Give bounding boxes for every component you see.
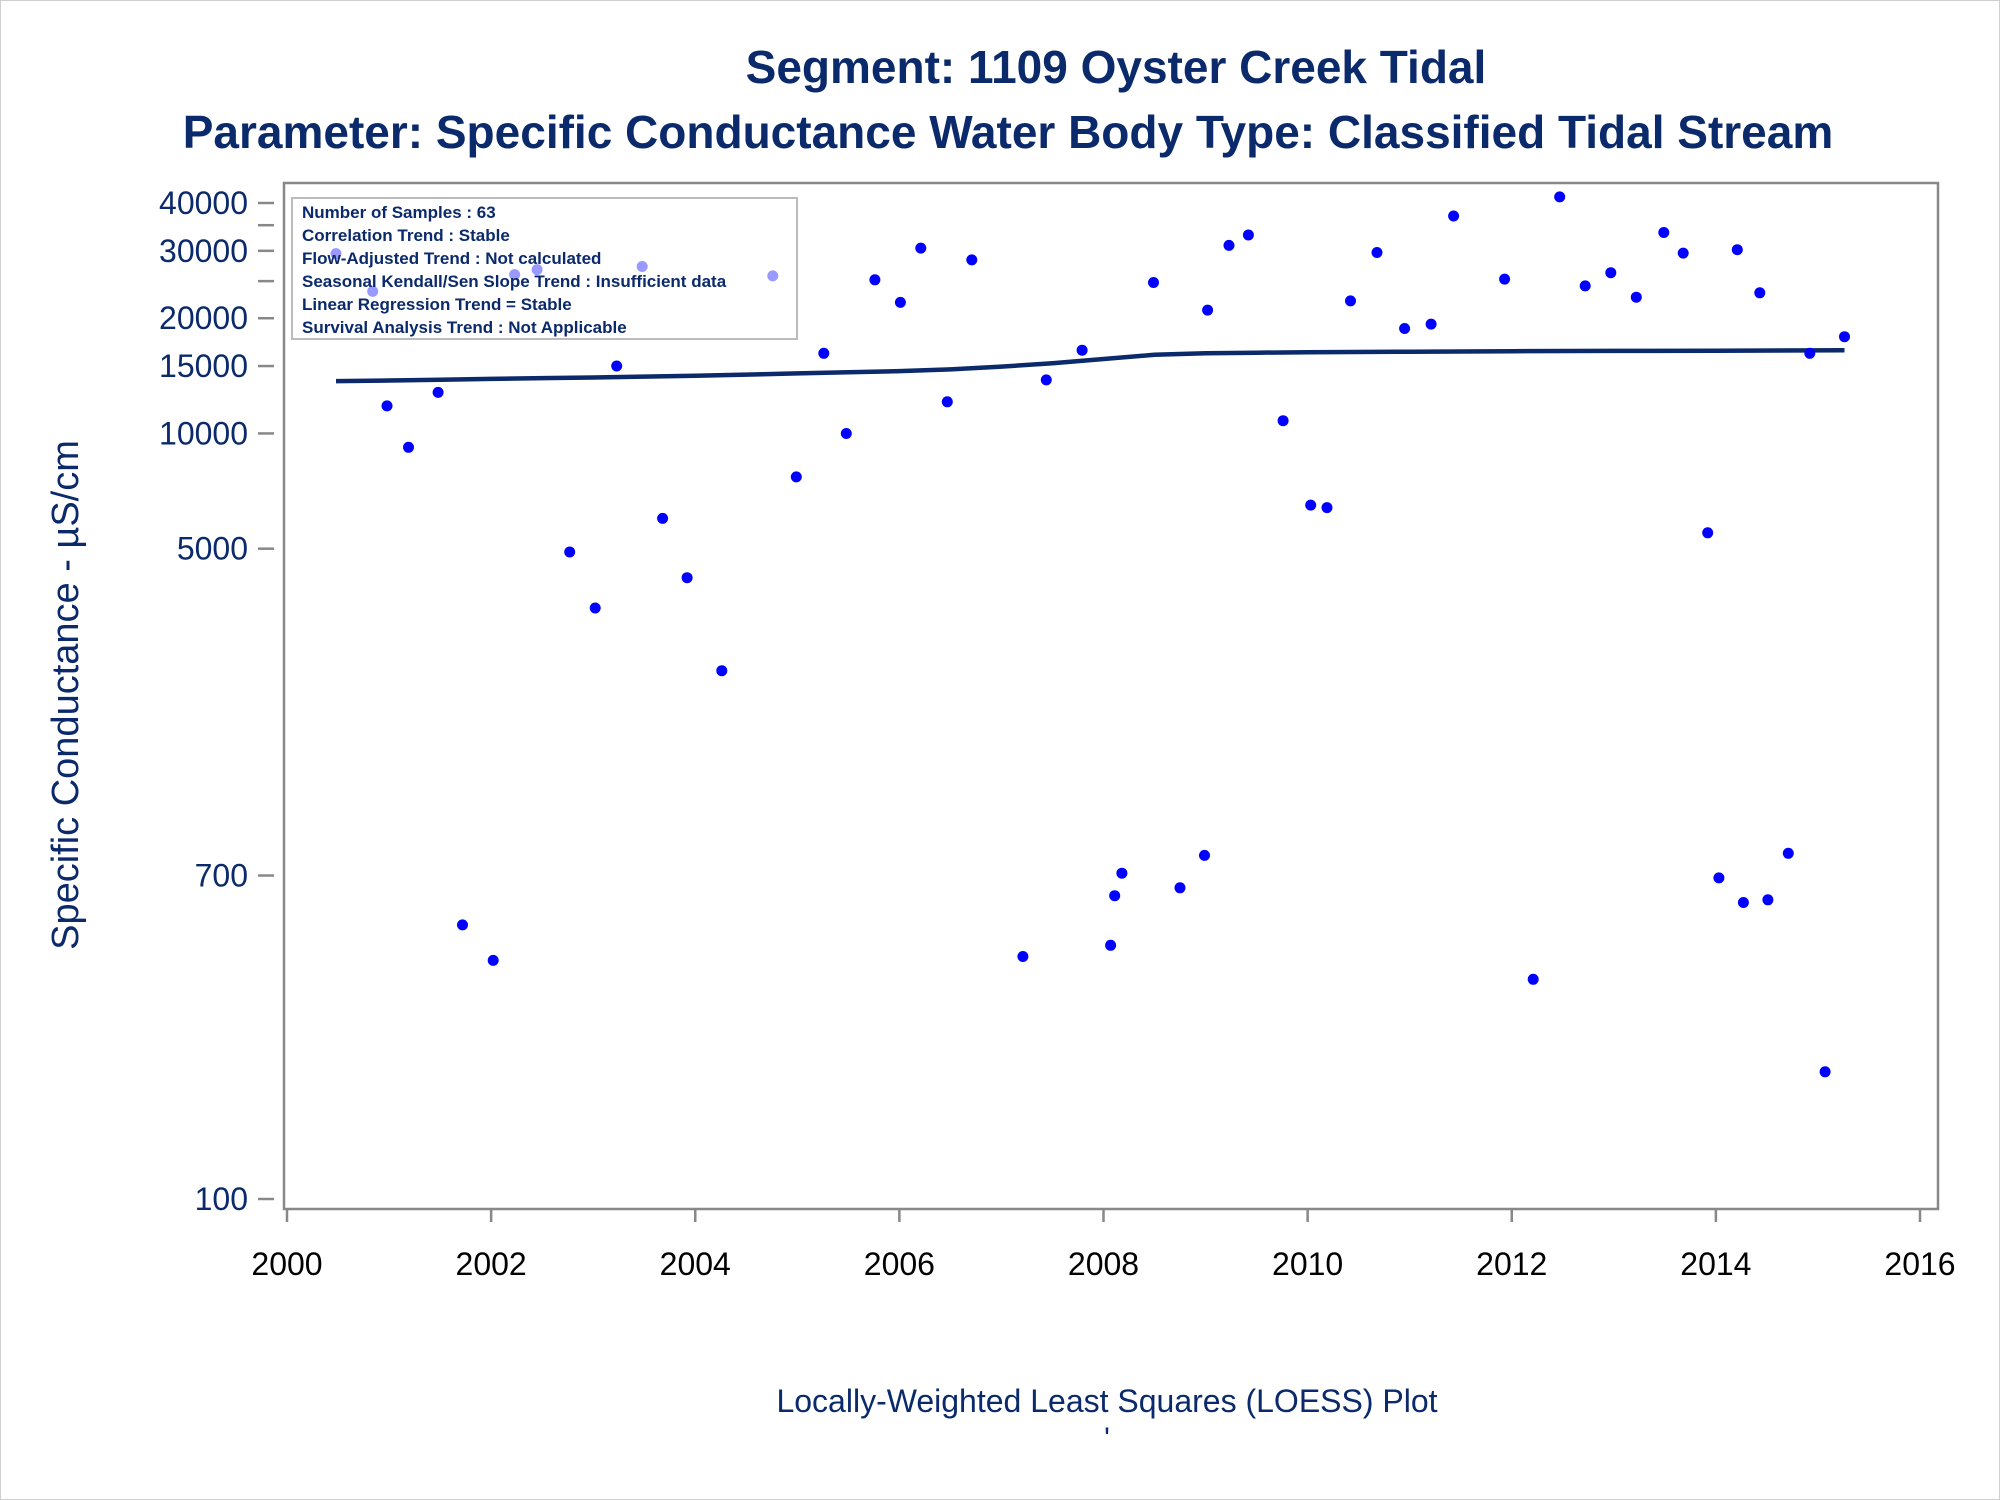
data-point [941,396,953,408]
data-point [818,347,830,359]
data-point [1202,304,1214,316]
data-point [1702,527,1714,539]
data-point [1076,344,1088,356]
y-tick-label: 5000 [177,531,248,567]
x-axis: 2000 2002 2004 2006 2008 2010 2012 2014 2016 [251,1209,1956,1282]
loess-line [335,347,1845,384]
data-point [487,954,499,966]
data-point [894,296,906,308]
data-point [915,242,927,254]
info-line-correlation: Correlation Trend : Stable [302,226,510,245]
data-point [716,665,728,677]
y-axis-label: Specific Conductance - µS/cm [45,440,87,950]
info-line-flow-adjusted: Flow-Adjusted Trend : Not calculated [302,249,601,268]
data-point [1499,273,1511,285]
data-point [1321,502,1333,514]
y-tick-label: 20000 [159,300,248,336]
data-point [869,274,881,286]
data-point [1305,499,1317,511]
data-point [1737,897,1749,908]
data-point [790,471,802,483]
footnote-mark: ' [1104,1422,1110,1455]
info-line-linear-regression: Linear Regression Trend = Stable [302,295,572,314]
data-point [1554,191,1566,203]
x-axis-label: Locally-Weighted Least Squares (LOESS) P… [776,1383,1437,1419]
data-point [657,512,669,524]
data-point [966,254,978,266]
data-point [1804,347,1816,359]
y-tick-label: 700 [195,858,248,894]
data-point [403,441,414,453]
x-tick-label: 2002 [456,1246,527,1282]
y-tick-label: 15000 [159,348,248,384]
data-point [1630,291,1642,303]
loess-line-layer [335,347,1845,384]
x-tick-label: 2008 [1068,1246,1139,1282]
data-point [1109,890,1121,902]
y-tick-label: 30000 [159,233,248,269]
data-point [1040,374,1052,386]
data-point [1579,280,1591,292]
data-point [1242,229,1254,241]
data-point [1527,973,1539,985]
data-point [1223,239,1235,251]
data-point [381,400,393,412]
data-point [1605,267,1617,279]
data-point [1105,939,1117,951]
data-point [432,386,444,398]
data-point [1399,323,1411,334]
data-point [1425,318,1437,330]
data-point [681,572,693,584]
data-point [1782,847,1794,859]
data-point [564,546,576,558]
info-line-samples: Number of Samples : 63 [302,203,496,222]
x-tick-label: 2004 [660,1246,731,1282]
data-point [1199,849,1210,861]
y-axis: 100 700 5000 10000 15000 20000 30000 40000 [159,185,274,1217]
data-point [1658,227,1670,238]
x-tick-label: 2016 [1884,1246,1955,1282]
data-point [1677,247,1689,259]
data-point [1754,287,1766,299]
info-line-survival-analysis: Survival Analysis Trend : Not Applicable [302,318,627,337]
info-box-frame [291,197,798,340]
x-tick-label: 2006 [864,1246,935,1282]
chart-title: Segment: 1109 Oyster Creek Tidal [746,41,1487,93]
data-point [1174,882,1186,894]
data-point [1277,415,1289,427]
data-point [1839,331,1850,343]
data-point [611,360,623,372]
x-tick-label: 2000 [251,1246,322,1282]
x-tick-label: 2014 [1680,1246,1751,1282]
data-point [1345,295,1356,307]
y-tick-label: 10000 [159,415,248,451]
y-tick-label: 100 [195,1181,248,1217]
data-point [1731,244,1743,256]
y-tick-label: 40000 [159,185,248,221]
x-tick-label: 2012 [1476,1246,1547,1282]
data-point [1448,210,1460,222]
data-point [1148,277,1159,288]
data-point [1713,872,1725,884]
chart-subtitle: Parameter: Specific Conductance Water Bo… [183,106,1834,158]
data-point [1017,951,1029,962]
data-point [457,919,468,931]
data-point [840,428,852,439]
x-tick-label: 2010 [1272,1246,1343,1282]
data-point [1762,894,1774,906]
data-point [1371,247,1383,258]
info-line-seasonal-kendall: Seasonal Kendall/Sen Slope Trend : Insuf… [302,272,727,291]
plot-area-frame [282,181,1940,1211]
info-box: Number of Samples : 63 Correlation Trend… [291,197,798,340]
data-point [589,602,601,614]
data-point [1819,1066,1831,1078]
data-point [1116,867,1128,879]
